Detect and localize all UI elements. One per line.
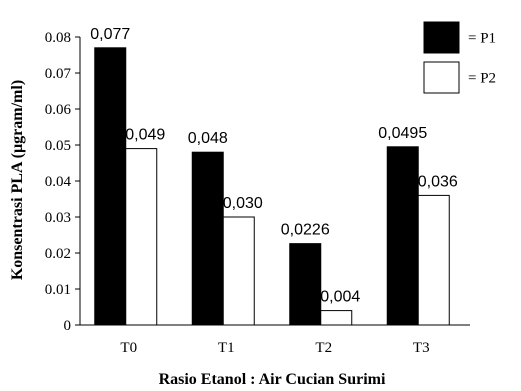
bars xyxy=(94,47,450,326)
data-label: 0,077 xyxy=(90,26,130,43)
data-label: 0,030 xyxy=(223,195,263,212)
bar-p2 xyxy=(320,310,353,326)
y-tick-label: 0.07 xyxy=(45,66,72,82)
data-label: 0,048 xyxy=(188,130,228,147)
bar-p1 xyxy=(191,151,224,326)
y-tick-label: 0 xyxy=(64,318,72,334)
y-tick-label: 0.06 xyxy=(45,102,72,118)
data-label: 0,0226 xyxy=(281,222,330,239)
y-axis-label: Konsentrasi PLA (µgram/ml) xyxy=(9,80,26,280)
y-tick-label: 0.05 xyxy=(45,138,71,154)
bar-p2 xyxy=(417,194,450,326)
y-tick-label: 0.08 xyxy=(45,30,71,46)
data-label: 0,036 xyxy=(418,173,458,190)
y-tick-label: 0.03 xyxy=(45,210,71,226)
bar-p2 xyxy=(125,148,158,326)
bar-p1 xyxy=(386,146,419,326)
data-labels: 0,077 0,049 0,048 0,030 0,0226 0,004 0,0495 0,0… xyxy=(90,26,458,306)
y-axis: 0 0.01 0.02 0.03 0.04 0.05 0.06 0.07 0.08 xyxy=(45,30,81,334)
bar-p2 xyxy=(222,216,255,326)
x-tick-label: T2 xyxy=(315,340,332,356)
data-label: 0,0495 xyxy=(378,125,427,142)
x-tick-label: T0 xyxy=(120,340,137,356)
x-axis-label: Rasio Etanol : Air Cucian Surimi xyxy=(159,371,386,388)
bar-p1 xyxy=(289,243,322,326)
legend-label-p2: = P2 xyxy=(468,71,496,87)
y-tick-label: 0.04 xyxy=(45,174,72,190)
x-axis: T0 T1 T2 T3 xyxy=(80,324,470,356)
legend-swatch-p1 xyxy=(423,21,460,54)
x-tick-label: T3 xyxy=(413,340,430,356)
data-label: 0,004 xyxy=(320,289,360,306)
data-label: 0,049 xyxy=(125,127,165,144)
legend-label-p1: = P1 xyxy=(468,31,496,47)
bar-p1 xyxy=(94,47,127,326)
x-tick-label: T1 xyxy=(218,340,235,356)
legend: = P1 = P2 xyxy=(423,21,496,94)
y-tick-label: 0.02 xyxy=(45,246,71,262)
legend-swatch-p2 xyxy=(423,61,460,94)
y-tick-label: 0.01 xyxy=(45,282,71,298)
